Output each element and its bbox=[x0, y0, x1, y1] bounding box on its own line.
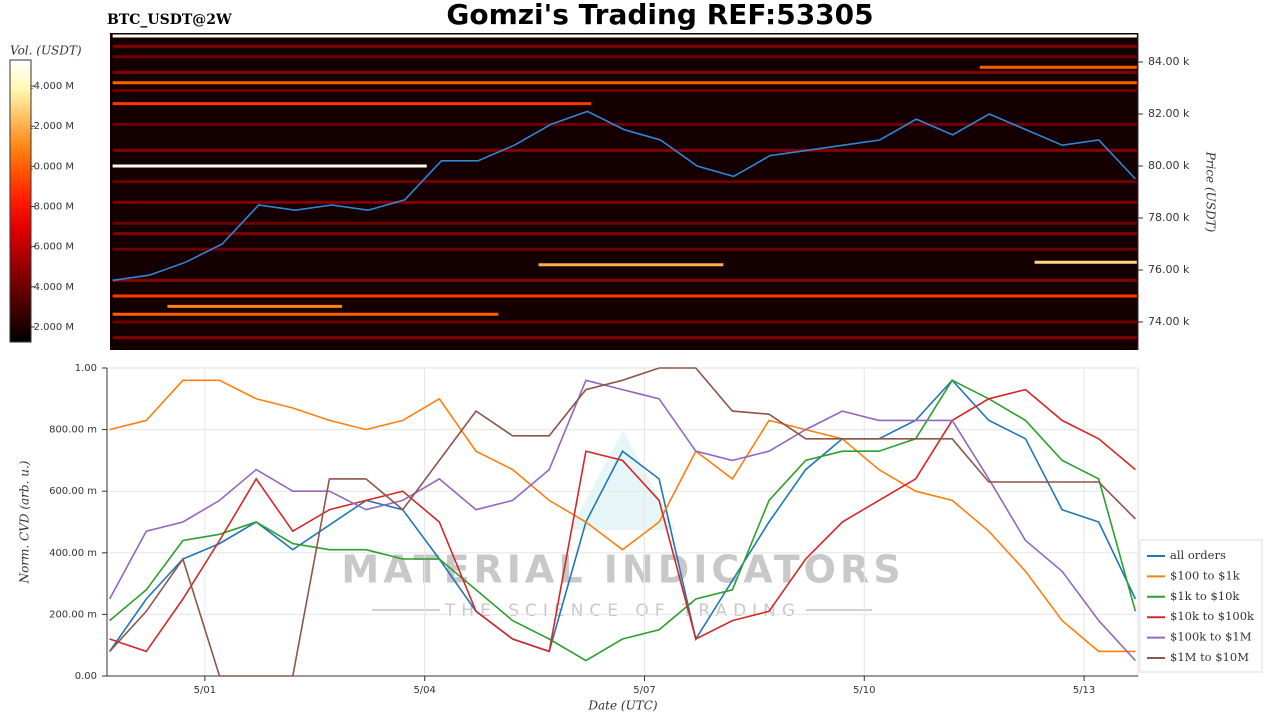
y-tick-label: 74.00 k bbox=[1148, 315, 1190, 328]
legend-label: $100k to $1M bbox=[1170, 630, 1252, 644]
y-axis-label: Norm. CVD (arb. u.) bbox=[18, 460, 32, 584]
cvd-line bbox=[108, 379, 1137, 653]
y-tick-label: 82.00 k bbox=[1148, 107, 1190, 120]
cvd-line bbox=[109, 379, 1137, 662]
x-tick-label: 5/04 bbox=[413, 685, 435, 696]
y-tick-label: 200.00 m bbox=[49, 609, 97, 620]
y-tick-label: 1.00 bbox=[75, 363, 97, 374]
legend-label: $1k to $10k bbox=[1170, 589, 1240, 603]
y-axis-label: Price (USDT) bbox=[1204, 151, 1218, 233]
x-axis-label: Date (UTC) bbox=[587, 699, 657, 713]
legend-label: $100 to $1k bbox=[1170, 568, 1241, 582]
colorbar-tick-label: 10.000 M bbox=[27, 161, 74, 172]
y-tick-label: 78.00 k bbox=[1148, 211, 1190, 224]
legend-label: all orders bbox=[1170, 548, 1226, 562]
y-tick-label: 0.00 bbox=[75, 671, 97, 682]
legend-label: $1M to $10M bbox=[1170, 650, 1249, 664]
y-tick-label: 80.00 k bbox=[1148, 159, 1190, 172]
cvd-line bbox=[109, 388, 1136, 653]
price-line bbox=[112, 110, 1136, 282]
cvd-line bbox=[108, 379, 1136, 662]
colorbar-tick-label: 4.000 M bbox=[34, 282, 74, 293]
cvd-line bbox=[109, 379, 1136, 653]
watermark-logo bbox=[570, 430, 676, 530]
watermark-subtitle: THE SCIENCE OF TRADING bbox=[444, 601, 801, 621]
heatmap-background bbox=[110, 33, 1138, 350]
x-tick-label: 5/01 bbox=[194, 685, 216, 696]
colorbar-tick-label: 6.000 M bbox=[34, 242, 74, 253]
watermark: MATERIAL INDICATORS bbox=[341, 548, 904, 592]
x-tick-label: 5/13 bbox=[1073, 685, 1095, 696]
x-tick-label: 5/10 bbox=[853, 685, 875, 696]
y-tick-label: 76.00 k bbox=[1148, 263, 1190, 276]
colorbar-label: Vol. (USDT) bbox=[10, 44, 82, 58]
y-tick-label: 800.00 m bbox=[49, 425, 97, 436]
chart-title: Gomzi's Trading REF:53305 bbox=[446, 0, 873, 31]
colorbar bbox=[9, 59, 32, 343]
legend bbox=[1139, 539, 1263, 673]
legend-label: $10k to $100k bbox=[1170, 609, 1255, 623]
colorbar-tick-label: 12.000 M bbox=[27, 121, 74, 132]
colorbar-tick-label: 8.000 M bbox=[34, 202, 74, 213]
y-tick-label: 84.00 k bbox=[1148, 55, 1190, 68]
colorbar-tick-label: 2.000 M bbox=[34, 322, 74, 333]
cvd-line bbox=[109, 367, 1136, 677]
y-tick-label: 600.00 m bbox=[49, 486, 97, 497]
colorbar-tick-label: 14.000 M bbox=[27, 81, 74, 92]
symbol: BTC_USDT@2W bbox=[107, 12, 232, 28]
x-tick-label: 5/07 bbox=[633, 685, 655, 696]
y-tick-label: 400.00 m bbox=[49, 548, 97, 559]
watermark-gap bbox=[440, 600, 806, 620]
